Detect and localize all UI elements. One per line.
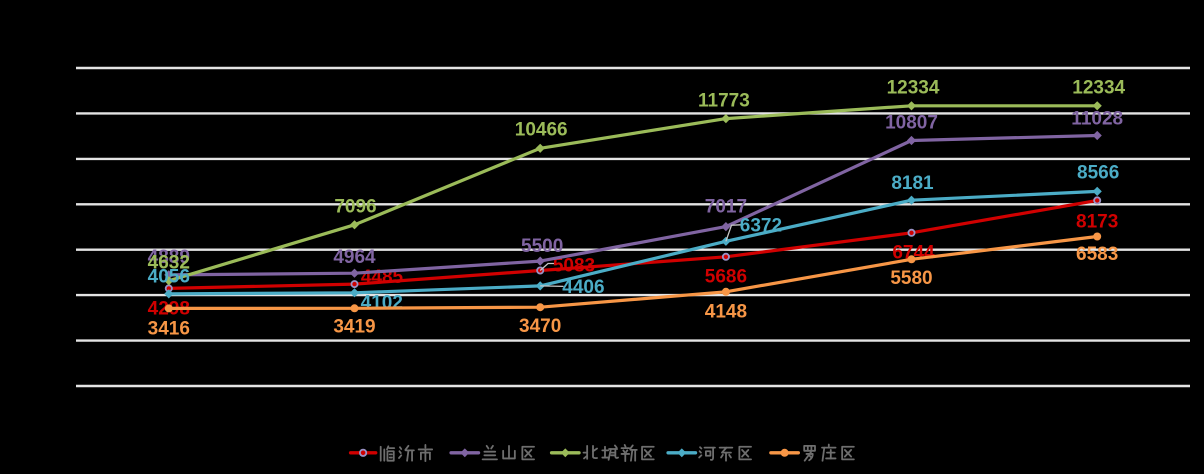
svg-text:7096: 7096 <box>334 197 376 218</box>
svg-text:10466: 10466 <box>515 120 568 141</box>
svg-text:11028: 11028 <box>1071 108 1123 129</box>
svg-text:4632: 4632 <box>148 253 190 274</box>
svg-text:11773: 11773 <box>698 91 750 112</box>
svg-text:4102: 4102 <box>361 292 403 313</box>
svg-text:8566: 8566 <box>1077 162 1119 183</box>
svg-text:5580: 5580 <box>890 268 932 289</box>
svg-text:7017: 7017 <box>705 197 747 218</box>
svg-text:6583: 6583 <box>1076 244 1118 265</box>
svg-text:4056: 4056 <box>148 266 190 287</box>
svg-text:10807: 10807 <box>885 112 938 133</box>
svg-text:8173: 8173 <box>1076 211 1118 232</box>
svg-text:12334: 12334 <box>1072 78 1125 99</box>
svg-text:4964: 4964 <box>333 247 376 268</box>
svg-text:4148: 4148 <box>705 301 747 322</box>
svg-text:4406: 4406 <box>562 277 604 298</box>
svg-text:5083: 5083 <box>553 255 595 276</box>
svg-text:8181: 8181 <box>891 173 934 194</box>
svg-text:5500: 5500 <box>521 236 563 257</box>
svg-text:3416: 3416 <box>148 318 190 339</box>
svg-text:4889: 4889 <box>148 247 190 268</box>
svg-text:3419: 3419 <box>333 316 375 337</box>
svg-text:12334: 12334 <box>887 78 940 99</box>
svg-text:3470: 3470 <box>519 316 561 337</box>
svg-text:5686: 5686 <box>705 267 747 288</box>
svg-text:6372: 6372 <box>740 216 782 237</box>
